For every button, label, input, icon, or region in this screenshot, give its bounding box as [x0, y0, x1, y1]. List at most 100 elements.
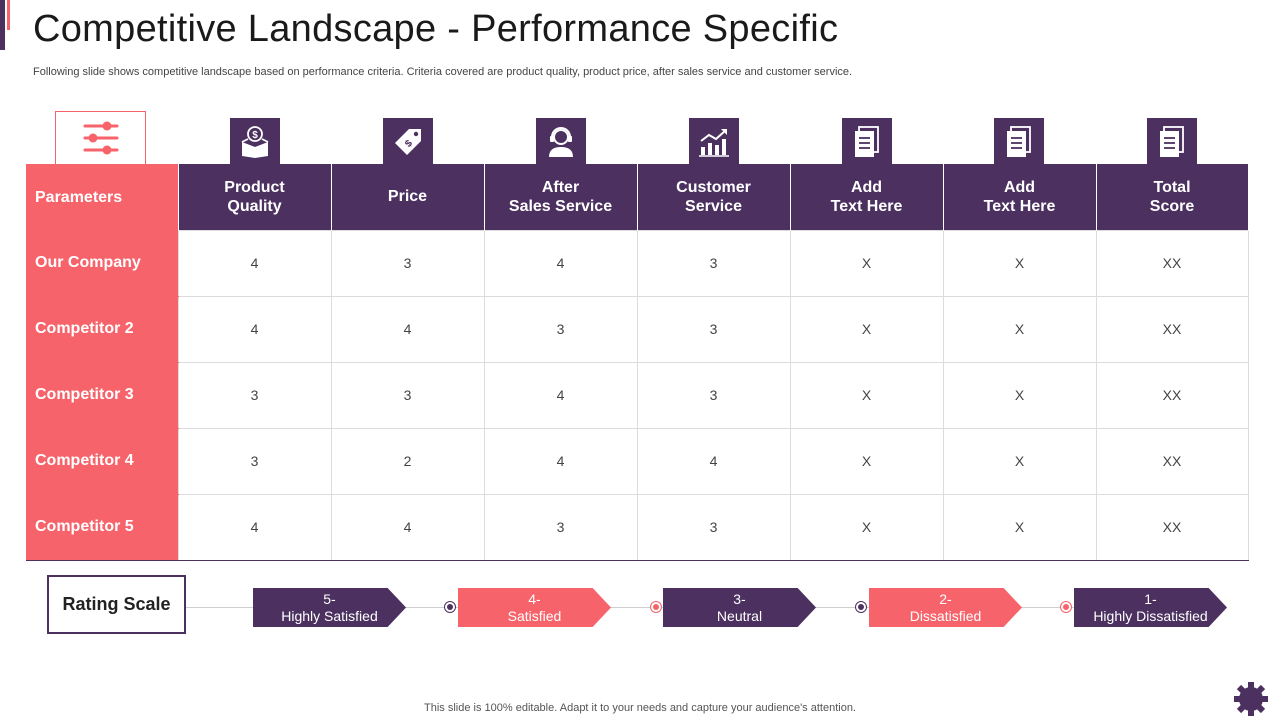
rating-scale-label: Rating Scale: [47, 575, 186, 634]
header-add-text-2-line-1: Add: [1003, 178, 1036, 196]
table-cell: X: [789, 427, 944, 495]
rating-dot: [1060, 601, 1072, 613]
table-header-row: Parameters Product Quality Price After Sal…: [26, 164, 1249, 230]
page-title: Competitive Landscape - Performance Spec…: [33, 8, 839, 50]
rating-tag-1-number: 1-: [1144, 590, 1157, 607]
header-add-text-1-line-1: Add: [850, 178, 883, 196]
rating-tag-4: 4- Satisfied: [458, 588, 611, 627]
rating-tag-5: 5- Highly Satisfied: [253, 588, 406, 627]
row-label: Competitor 4: [26, 428, 178, 495]
rating-tag-5-number: 5-: [323, 590, 336, 607]
row-label: Our Company: [26, 230, 178, 297]
svg-text:$: $: [252, 130, 258, 141]
table-cell: X: [942, 295, 1097, 363]
header-total-score: Total Score: [1096, 164, 1249, 230]
table-cell: 3: [330, 361, 485, 429]
rating-tag-5-text: Highly Satisfied: [281, 607, 378, 624]
header-product-quality: Product Quality: [178, 164, 332, 230]
header-after-sales: After Sales Service: [484, 164, 638, 230]
money-box-icon: $: [241, 126, 269, 158]
header-total-score-line-1: Total: [1153, 178, 1191, 196]
document-icon: [1007, 126, 1031, 157]
document-icon: [1160, 126, 1184, 157]
total-score-icon-box: [1147, 118, 1197, 166]
rating-tag-1-text: Highly Dissatisfied: [1093, 607, 1208, 624]
table-row: Competitor 2 4 4 3 3 X X XX: [26, 295, 1249, 363]
header-parameters: Parameters: [26, 164, 179, 230]
table-cell: 4: [177, 229, 332, 297]
header-customer-service: Customer Service: [637, 164, 791, 230]
table-cell: 2: [330, 427, 485, 495]
table-cell: 4: [177, 295, 332, 363]
table-cell: 3: [636, 229, 791, 297]
product-quality-icon-box: $: [230, 118, 280, 166]
price-icon-box: $: [383, 118, 433, 166]
table-cell: 4: [177, 493, 332, 561]
header-customer-service-line-1: Customer: [676, 178, 751, 196]
header-product-quality-line-1: Product: [224, 178, 285, 196]
table-cell: XX: [1095, 427, 1249, 495]
table-cell: XX: [1095, 295, 1249, 363]
table-cell: X: [789, 493, 944, 561]
header-add-text-1: Add Text Here: [790, 164, 944, 230]
rating-tag-1: 1- Highly Dissatisfied: [1074, 588, 1227, 627]
rating-tag-4-text: Satisfied: [507, 607, 562, 624]
table-row: Competitor 3 3 3 4 3 X X XX: [26, 361, 1249, 429]
header-customer-service-line-2: Service: [685, 197, 742, 215]
growth-chart-icon: [699, 129, 729, 157]
table-cell: 4: [483, 361, 638, 429]
after-sales-icon-box: [536, 118, 586, 166]
row-label: Competitor 5: [26, 494, 178, 561]
table-cell: X: [789, 229, 944, 297]
header-after-sales-line-2: Sales Service: [508, 197, 613, 215]
row-label: Competitor 2: [26, 296, 178, 363]
gear-icon: [1234, 682, 1268, 716]
rating-tag-3-text: Neutral: [716, 607, 763, 624]
table-cell: XX: [1095, 229, 1249, 297]
table-cell: 4: [636, 427, 791, 495]
table-cell: 3: [177, 427, 332, 495]
table-cell: X: [942, 229, 1097, 297]
table-cell: 4: [483, 427, 638, 495]
table-row: Competitor 5 4 4 3 3 X X XX: [26, 493, 1249, 561]
header-total-score-line-2: Score: [1149, 197, 1195, 215]
page-subtitle: Following slide shows competitive landsc…: [33, 66, 853, 78]
price-tag-icon: $: [395, 129, 421, 155]
table-row: Competitor 4 3 2 4 4 X X XX: [26, 427, 1249, 495]
add-text-1-icon-box: [842, 118, 892, 166]
header-price: Price: [331, 164, 485, 230]
rating-tag-2-number: 2-: [939, 590, 952, 607]
table-cell: XX: [1095, 493, 1249, 561]
table-cell: X: [789, 361, 944, 429]
header-add-text-1-line-2: Text Here: [830, 197, 903, 215]
row-label: Competitor 3: [26, 362, 178, 429]
table-cell: 3: [636, 361, 791, 429]
table-cell: 4: [483, 229, 638, 297]
rating-tag-2-text: Dissatisfied: [909, 607, 982, 624]
rating-dot: [855, 601, 867, 613]
table-cell: XX: [1095, 361, 1249, 429]
table-cell: 4: [330, 493, 485, 561]
table-cell: 3: [483, 295, 638, 363]
footer-note: This slide is 100% editable. Adapt it to…: [424, 702, 856, 714]
accent-bar: [0, 0, 5, 50]
table-cell: 3: [636, 295, 791, 363]
table-row: Our Company 4 3 4 3 X X XX: [26, 229, 1249, 297]
rating-dot: [444, 601, 456, 613]
document-icon: [855, 126, 879, 157]
table-cell: 3: [177, 361, 332, 429]
rating-tag-4-number: 4-: [528, 590, 541, 607]
rating-tag-3: 3- Neutral: [663, 588, 816, 627]
header-add-text-2-line-2: Text Here: [983, 197, 1056, 215]
header-product-quality-line-2: Quality: [227, 197, 282, 215]
header-after-sales-line-1: After: [541, 178, 580, 196]
rating-tag-3-number: 3-: [733, 590, 746, 607]
accent-bar-secondary: [7, 0, 10, 30]
competitive-table: Parameters Product Quality Price After Sal…: [26, 164, 1249, 561]
table-cell: 3: [636, 493, 791, 561]
table-cell: X: [942, 361, 1097, 429]
sliders-icon: [83, 121, 118, 155]
table-cell: 4: [330, 295, 485, 363]
parameters-icon-box: [55, 111, 146, 164]
add-text-2-icon-box: [994, 118, 1044, 166]
